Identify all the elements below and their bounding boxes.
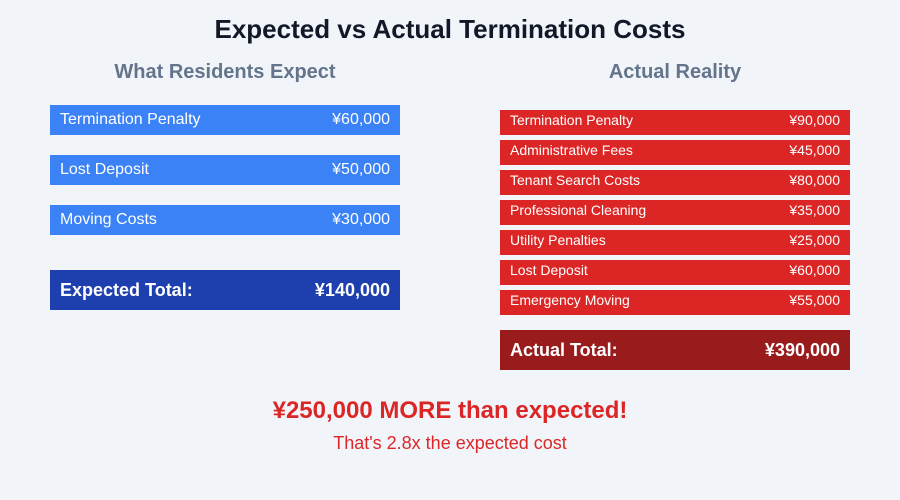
expected-item-label: Lost Deposit (60, 161, 149, 178)
actual-item-label: Professional Cleaning (510, 202, 647, 218)
expected-item-amount: ¥60,000 (332, 111, 390, 128)
actual-item: Emergency Moving ¥55,000 (500, 290, 850, 315)
expected-total-amount: ¥140,000 (314, 279, 390, 300)
actual-item-amount: ¥35,000 (789, 202, 840, 218)
actual-item-amount: ¥80,000 (789, 172, 840, 188)
actual-item-label: Utility Penalties (510, 232, 606, 248)
expected-item-amount: ¥30,000 (332, 211, 390, 228)
actual-item-label: Tenant Search Costs (510, 172, 640, 188)
actual-item: Lost Deposit ¥60,000 (500, 260, 850, 285)
summary-headline: ¥250,000 MORE than expected! (272, 397, 628, 424)
expected-total: Expected Total: ¥140,000 (50, 270, 400, 310)
title: Expected vs Actual Termination Costs (214, 14, 686, 44)
expected-item: Lost Deposit ¥50,000 (50, 155, 400, 185)
actual-total-amount: ¥390,000 (764, 339, 840, 360)
summary-subline: That's 2.8x the expected cost (333, 433, 567, 453)
actual-item-amount: ¥90,000 (789, 112, 840, 128)
actual-item-label: Emergency Moving (510, 292, 630, 308)
expected-item-label: Moving Costs (60, 211, 157, 228)
expected-item-label: Termination Penalty (60, 111, 201, 128)
expected-item: Termination Penalty ¥60,000 (50, 105, 400, 135)
actual-total-label: Actual Total: (510, 339, 618, 360)
expected-item-amount: ¥50,000 (332, 161, 390, 178)
actual-item-label: Lost Deposit (510, 262, 588, 278)
expected-total-label: Expected Total: (60, 279, 193, 300)
actual-item-label: Administrative Fees (510, 142, 633, 158)
actual-item: Professional Cleaning ¥35,000 (500, 200, 850, 225)
expected-heading: What Residents Expect (114, 61, 336, 83)
actual-item: Tenant Search Costs ¥80,000 (500, 170, 850, 195)
actual-item: Administrative Fees ¥45,000 (500, 140, 850, 165)
expected-item: Moving Costs ¥30,000 (50, 205, 400, 235)
actual-item: Utility Penalties ¥25,000 (500, 230, 850, 255)
actual-heading: Actual Reality (608, 61, 742, 83)
actual-item-label: Termination Penalty (510, 112, 633, 128)
actual-item-amount: ¥45,000 (789, 142, 840, 158)
actual-item-amount: ¥25,000 (789, 232, 840, 248)
actual-total: Actual Total: ¥390,000 (500, 330, 850, 370)
actual-item-amount: ¥55,000 (789, 292, 840, 308)
actual-item-amount: ¥60,000 (789, 262, 840, 278)
actual-item: Termination Penalty ¥90,000 (500, 110, 850, 135)
